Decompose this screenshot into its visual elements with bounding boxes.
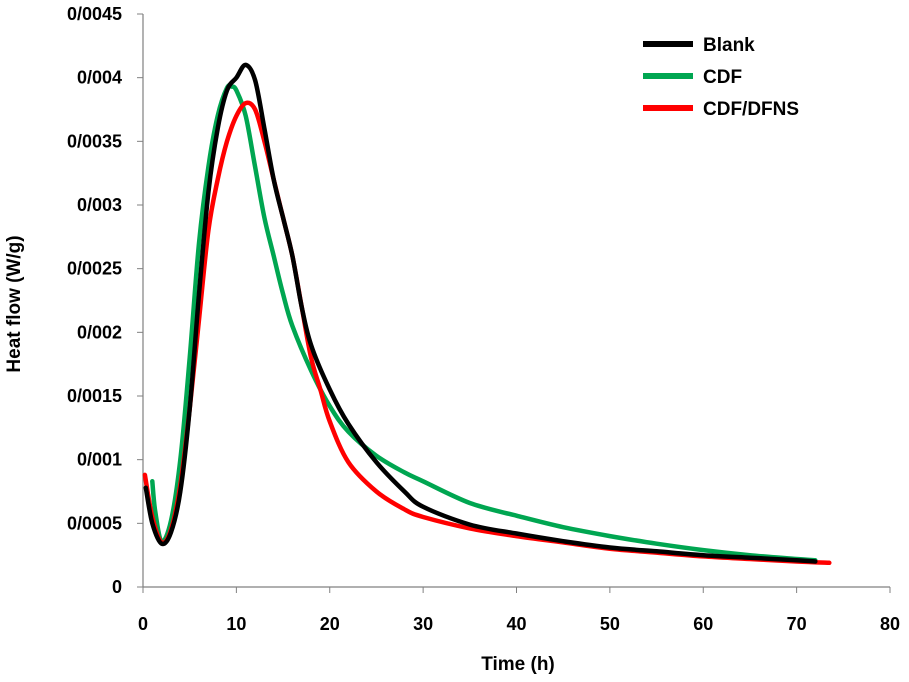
y-tick-label: 0/001 <box>77 450 122 470</box>
y-tick-label: 0/0035 <box>67 131 122 151</box>
y-axis-ticks: 0 0/0005 0/001 0/0015 0/002 0/0025 0/003 0/0035… <box>67 4 143 597</box>
series-line-cdf <box>150 82 818 563</box>
x-tick-label: 20 <box>320 614 340 634</box>
y-tick-label: 0/0015 <box>67 386 122 406</box>
y-tick-label: 0/003 <box>77 195 122 215</box>
x-tick-label: 0 <box>138 614 148 634</box>
x-tick-label: 30 <box>413 614 433 634</box>
legend-label-blank: Blank <box>703 35 755 56</box>
x-tick-label: 50 <box>600 614 620 634</box>
y-tick-label: 0/0045 <box>67 4 122 24</box>
x-tick-label: 70 <box>787 614 807 634</box>
x-tick-label: 60 <box>693 614 713 634</box>
x-axis-title: Time (h) <box>481 654 555 675</box>
x-tick-label: 10 <box>226 614 246 634</box>
x-tick-label: 80 <box>880 614 900 634</box>
y-tick-label: 0/004 <box>77 68 122 88</box>
x-axis-ticks: 0 10 20 30 40 50 60 70 80 <box>138 587 900 634</box>
legend: Blank CDF CDF/DFNS <box>643 35 799 120</box>
series-line-cdf-dfns <box>142 100 832 566</box>
y-tick-label: 0/002 <box>77 322 122 342</box>
series-layer <box>142 62 832 566</box>
x-tick-label: 40 <box>506 614 526 634</box>
legend-label-cdf-dfns: CDF/DFNS <box>703 99 799 120</box>
y-tick-label: 0/0005 <box>67 513 122 533</box>
legend-label-cdf: CDF <box>703 67 742 88</box>
y-tick-label: 0 <box>112 577 122 597</box>
series-line-blank <box>143 62 818 564</box>
y-axis-title: Heat flow (W/g) <box>4 235 25 372</box>
y-tick-label: 0/0025 <box>67 259 122 279</box>
